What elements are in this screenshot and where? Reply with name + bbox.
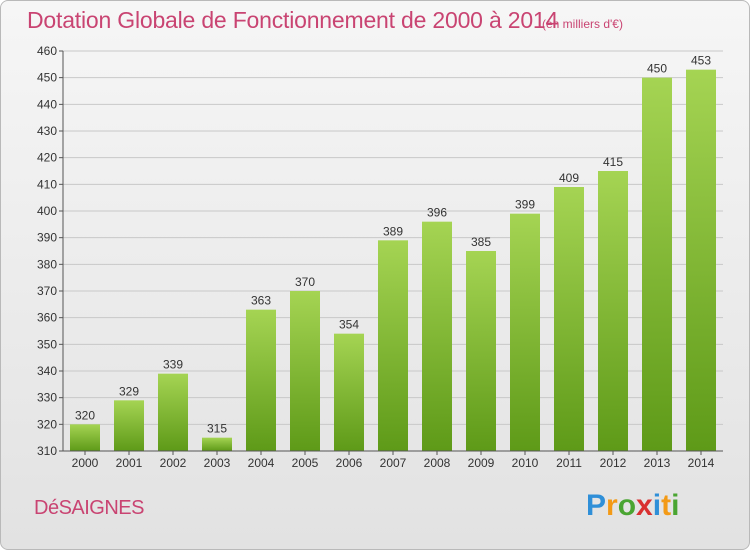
y-tick-label: 430 (37, 124, 57, 138)
logo-letter: r (606, 489, 618, 522)
y-tick-label: 460 (37, 44, 57, 58)
y-tick-label: 320 (37, 417, 57, 431)
data-label-2004: 363 (251, 294, 271, 308)
x-tick-label-2014: 2014 (688, 456, 715, 470)
chart-title: Dotation Globale de Fonctionnement de 20… (27, 7, 559, 33)
bar-2004 (246, 309, 276, 451)
x-tick-label-2006: 2006 (336, 456, 363, 470)
bar-2006 (334, 333, 364, 451)
bar-2008 (422, 221, 452, 451)
bar-2012 (598, 171, 628, 451)
x-tick-label-2005: 2005 (292, 456, 319, 470)
chart-subtitle: (en milliers d'€) (542, 17, 623, 31)
data-label-2005: 370 (295, 275, 315, 289)
data-label-2009: 385 (471, 235, 491, 249)
data-label-2011: 409 (559, 171, 579, 185)
data-label-2010: 399 (515, 198, 535, 212)
data-label-2006: 354 (339, 318, 359, 332)
bar-2002 (158, 373, 188, 451)
x-tick-label-2007: 2007 (380, 456, 407, 470)
x-axis: 2000 2001 2002 2003 2004 2005 2006 2007 2008 2009… (72, 451, 715, 470)
data-label-2001: 329 (119, 384, 139, 398)
bar-2005 (290, 291, 320, 451)
y-tick-label: 370 (37, 284, 57, 298)
bar-2007 (378, 240, 408, 451)
x-tick-label-2009: 2009 (468, 456, 495, 470)
x-tick-label-2013: 2013 (644, 456, 671, 470)
x-tick-label-2000: 2000 (72, 456, 99, 470)
y-tick-label: 340 (37, 364, 57, 378)
y-tick-label: 310 (37, 444, 57, 458)
bar-2001 (114, 400, 144, 451)
bar-2010 (510, 213, 540, 451)
x-tick-label-2002: 2002 (160, 456, 187, 470)
data-label-2000: 320 (75, 408, 95, 422)
y-tick-label: 420 (37, 151, 57, 165)
data-label-2012: 415 (603, 155, 623, 169)
x-tick-label-2012: 2012 (600, 456, 627, 470)
y-tick-label: 350 (37, 337, 57, 351)
x-tick-label-2003: 2003 (204, 456, 231, 470)
data-label-2007: 389 (383, 224, 403, 238)
y-tick-label: 400 (37, 204, 57, 218)
data-label-2002: 339 (163, 358, 183, 372)
y-tick-label: 390 (37, 231, 57, 245)
logo-letter: P (586, 489, 607, 522)
logo-letter: x (636, 489, 653, 522)
bars (70, 69, 716, 452)
bar-2013 (642, 77, 672, 452)
logo-letter: t (661, 489, 672, 522)
data-label-2014: 453 (691, 54, 711, 68)
y-tick-label: 450 (37, 71, 57, 85)
bar-2000 (70, 424, 100, 451)
y-tick-label: 330 (37, 391, 57, 405)
x-tick-label-2010: 2010 (512, 456, 539, 470)
y-tick-label: 380 (37, 257, 57, 271)
data-label-2003: 315 (207, 422, 227, 436)
bar-2003 (202, 437, 232, 451)
x-tick-label-2008: 2008 (424, 456, 451, 470)
x-tick-label-2001: 2001 (116, 456, 143, 470)
bar-2009 (466, 251, 496, 451)
bar-2011 (554, 187, 584, 451)
data-label-2013: 450 (647, 62, 667, 76)
commune-name: DéSAIGNES (34, 497, 144, 519)
x-tick-label-2011: 2011 (556, 456, 582, 470)
logo-letter: i (671, 489, 680, 522)
y-tick-label: 410 (37, 177, 57, 191)
y-tick-label: 440 (37, 97, 57, 111)
y-tick-label: 360 (37, 311, 57, 325)
proxiti-logo: Proxiti (586, 489, 679, 523)
data-labels: 320 329 339 315 363 370 354 389 396 385 399 409 415 4… (75, 54, 711, 436)
logo-letter: i (652, 489, 662, 522)
x-tick-label-2004: 2004 (248, 456, 275, 470)
bar-2014 (686, 69, 716, 452)
data-label-2008: 396 (427, 206, 447, 220)
logo-letter: o (617, 489, 637, 522)
